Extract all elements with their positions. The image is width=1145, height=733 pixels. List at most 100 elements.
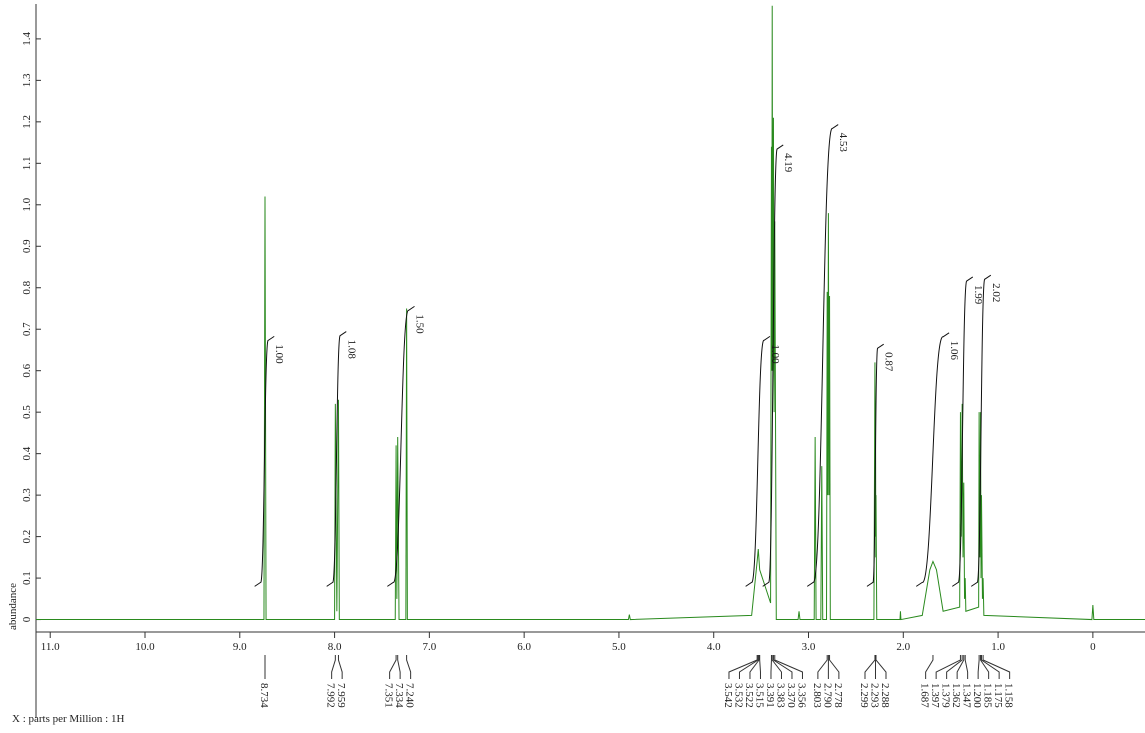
x-tick-label: 5.0 (612, 641, 626, 653)
peak-leader (980, 655, 1000, 679)
y-tick-label: 1.1 (21, 156, 33, 170)
peak-label: 7.992 (325, 683, 337, 708)
peak-leader (956, 655, 965, 679)
peak-leader (982, 655, 1011, 679)
peak-label: 2.790 (821, 683, 833, 708)
peak-leader (406, 655, 412, 679)
y-tick-label: 0.7 (21, 322, 33, 336)
integral-label: 2.02 (990, 283, 1002, 302)
integral-curve (866, 343, 884, 587)
integral-curve (326, 331, 347, 587)
peak-label: 1.347 (961, 683, 973, 708)
peak-leader (925, 655, 934, 679)
integral-label: 1.00 (273, 344, 285, 364)
peak-label: 7.334 (393, 683, 405, 708)
peak-label: 2.803 (811, 683, 823, 708)
x-tick-label: 11.0 (41, 641, 60, 653)
y-tick-label: 0.2 (21, 530, 33, 544)
peak-label: 3.515 (753, 683, 765, 708)
peak-leader (759, 655, 761, 679)
x-tick-label: 6.0 (517, 641, 531, 653)
peak-label: 3.542 (722, 683, 734, 708)
x-tick-label: 1.0 (991, 641, 1005, 653)
peak-leader (829, 655, 840, 679)
x-tick-label: 0 (1090, 641, 1096, 653)
integral-label: 1.06 (948, 341, 960, 361)
peak-label: 1.175 (992, 683, 1004, 708)
x-tick-label: 7.0 (422, 641, 436, 653)
integral-curve (915, 332, 950, 587)
y-tick-label: 0.6 (21, 363, 33, 377)
peak-leader (397, 655, 401, 679)
x-tick-label: 9.0 (233, 641, 247, 653)
peak-leader (772, 655, 793, 679)
peak-leader (337, 655, 343, 679)
y-tick-label: 0.8 (21, 280, 33, 294)
peak-label: 3.370 (785, 683, 797, 708)
x-tick-label: 3.0 (802, 641, 816, 653)
peak-leader (771, 655, 782, 679)
integral-label: 1.08 (345, 340, 357, 360)
y-tick-label: 1.4 (21, 32, 33, 46)
y-tick-label: 0.5 (21, 405, 33, 419)
integral-curve (387, 305, 415, 587)
integral-curve (745, 335, 771, 587)
peak-label: 1.379 (940, 683, 952, 708)
x-tick-label: 8.0 (328, 641, 342, 653)
y-tick-label: 0.1 (21, 571, 33, 585)
y-tick-label: 1.3 (21, 73, 33, 87)
peak-label: 3.356 (795, 683, 807, 708)
spectrum-line (36, 5, 1145, 621)
peak-leader (964, 655, 969, 679)
peak-label: 8.734 (258, 683, 270, 708)
integral-curve (806, 124, 839, 587)
peak-leader (946, 655, 963, 679)
peak-leader (738, 655, 759, 679)
x-tick-label: 10.0 (135, 641, 155, 653)
peak-leader (728, 655, 758, 679)
x-tick-label: 4.0 (707, 641, 721, 653)
integral-curve (951, 276, 974, 587)
integral-label: 0.87 (883, 352, 895, 372)
peak-label: 3.391 (764, 683, 776, 708)
peak-label: 1.158 (1003, 683, 1015, 708)
peak-label: 3.383 (774, 683, 786, 708)
y-tick-label: 0.4 (21, 446, 33, 460)
integral-label: 4.19 (782, 153, 794, 173)
x-tick-label: 2.0 (896, 641, 910, 653)
x-axis-label: X : parts per Million : 1H (12, 713, 124, 725)
peak-leader (817, 655, 828, 679)
peak-leader (749, 655, 760, 679)
peak-leader (389, 655, 397, 679)
peak-label: 2.778 (832, 683, 844, 708)
integral-label: 4.53 (837, 133, 849, 153)
peak-label: 3.522 (743, 683, 755, 708)
y-tick-label: 0.3 (21, 488, 33, 502)
peak-label: 3.532 (732, 683, 744, 708)
peak-label: 7.959 (335, 683, 347, 708)
integral-curve (970, 274, 992, 587)
peak-label: 1.687 (919, 683, 931, 708)
peak-leader (774, 655, 803, 679)
peak-label: 7.351 (383, 683, 395, 708)
peak-leader (331, 655, 336, 679)
peak-label: 7.240 (404, 683, 416, 708)
y-tick-label: 0.9 (21, 239, 33, 253)
peak-leader (935, 655, 961, 679)
integral-label: 1.99 (972, 285, 984, 305)
peak-label: 1.397 (929, 683, 941, 708)
peak-leader (864, 655, 876, 679)
integral-label: 1.50 (414, 314, 426, 334)
peak-label: 1.185 (982, 683, 994, 708)
y-tick-label: 0 (21, 616, 33, 622)
integral-curve (254, 335, 275, 587)
peak-label: 1.362 (950, 683, 962, 708)
integral-curve (762, 144, 784, 587)
peak-label: 1.200 (971, 683, 983, 708)
integral-label: 1.00 (769, 344, 781, 364)
peak-label: 2.299 (858, 683, 870, 708)
y-tick-label: 1.2 (21, 115, 33, 129)
peak-label: 2.293 (868, 683, 880, 708)
peak-label: 2.288 (879, 683, 891, 708)
